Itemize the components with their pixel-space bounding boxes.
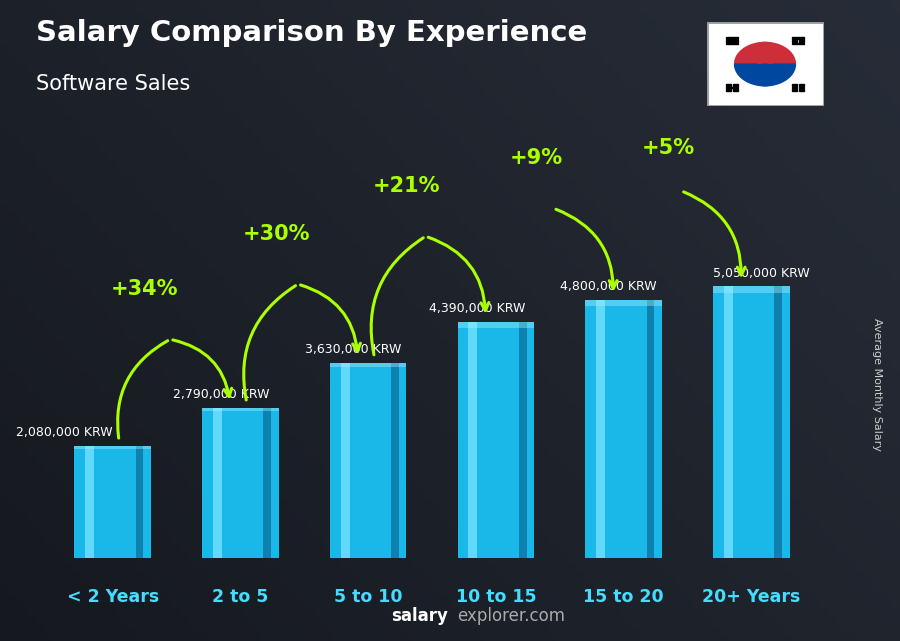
Bar — [86, 446, 94, 558]
Bar — [340, 363, 350, 558]
Text: +34%: +34% — [111, 279, 178, 299]
Bar — [798, 87, 804, 88]
FancyBboxPatch shape — [706, 22, 824, 106]
Bar — [212, 408, 222, 558]
Bar — [726, 84, 732, 86]
Bar — [734, 89, 738, 91]
Bar — [202, 408, 279, 412]
Bar — [724, 286, 733, 558]
Text: explorer.com: explorer.com — [457, 607, 565, 625]
Bar — [329, 363, 407, 367]
Text: 5,050,000 KRW: 5,050,000 KRW — [713, 267, 810, 279]
Bar — [264, 408, 271, 558]
Bar — [734, 84, 738, 86]
Bar — [519, 322, 526, 558]
Circle shape — [750, 64, 780, 86]
Text: Salary Comparison By Experience: Salary Comparison By Experience — [36, 19, 587, 47]
Text: 5 to 10: 5 to 10 — [334, 588, 402, 606]
Bar — [75, 446, 151, 558]
Text: 20+ Years: 20+ Years — [702, 588, 800, 606]
Text: Average Monthly Salary: Average Monthly Salary — [872, 318, 883, 451]
Bar — [713, 286, 789, 558]
Bar — [726, 40, 738, 42]
Bar — [202, 408, 279, 558]
Bar — [726, 89, 732, 91]
Text: 4,390,000 KRW: 4,390,000 KRW — [428, 302, 525, 315]
Text: 2,080,000 KRW: 2,080,000 KRW — [16, 426, 112, 439]
Bar — [726, 87, 738, 88]
Text: salary: salary — [392, 607, 448, 625]
Text: +9%: +9% — [510, 148, 563, 169]
Bar — [798, 84, 804, 86]
Bar — [792, 37, 804, 39]
Text: 3,630,000 KRW: 3,630,000 KRW — [304, 343, 401, 356]
Bar — [792, 84, 796, 86]
Text: 10 to 15: 10 to 15 — [455, 588, 536, 606]
Bar — [792, 89, 796, 91]
Bar — [798, 40, 804, 42]
Bar — [75, 446, 151, 449]
Text: Software Sales: Software Sales — [36, 74, 190, 94]
Bar — [457, 322, 535, 558]
Text: 2 to 5: 2 to 5 — [212, 588, 268, 606]
Text: +30%: +30% — [242, 224, 310, 244]
Bar — [792, 42, 804, 44]
Text: 4,800,000 KRW: 4,800,000 KRW — [560, 280, 657, 293]
Bar — [726, 37, 738, 39]
Polygon shape — [734, 42, 796, 64]
Bar — [792, 40, 796, 42]
Text: +21%: +21% — [373, 176, 440, 196]
Bar — [585, 299, 662, 558]
Bar — [136, 446, 143, 558]
Text: < 2 Years: < 2 Years — [67, 588, 158, 606]
Polygon shape — [734, 64, 796, 86]
Bar — [392, 363, 399, 558]
Bar — [329, 363, 407, 558]
Bar — [713, 286, 789, 293]
Bar — [596, 299, 605, 558]
Text: +5%: +5% — [642, 138, 695, 158]
Bar — [726, 42, 738, 44]
Text: 15 to 20: 15 to 20 — [583, 588, 664, 606]
Circle shape — [750, 42, 780, 64]
Bar — [792, 87, 796, 88]
Bar — [798, 89, 804, 91]
Bar — [457, 322, 535, 328]
Bar — [468, 322, 478, 558]
Text: 2,790,000 KRW: 2,790,000 KRW — [173, 388, 269, 401]
Bar — [646, 299, 654, 558]
Bar — [774, 286, 782, 558]
Bar — [585, 299, 662, 306]
